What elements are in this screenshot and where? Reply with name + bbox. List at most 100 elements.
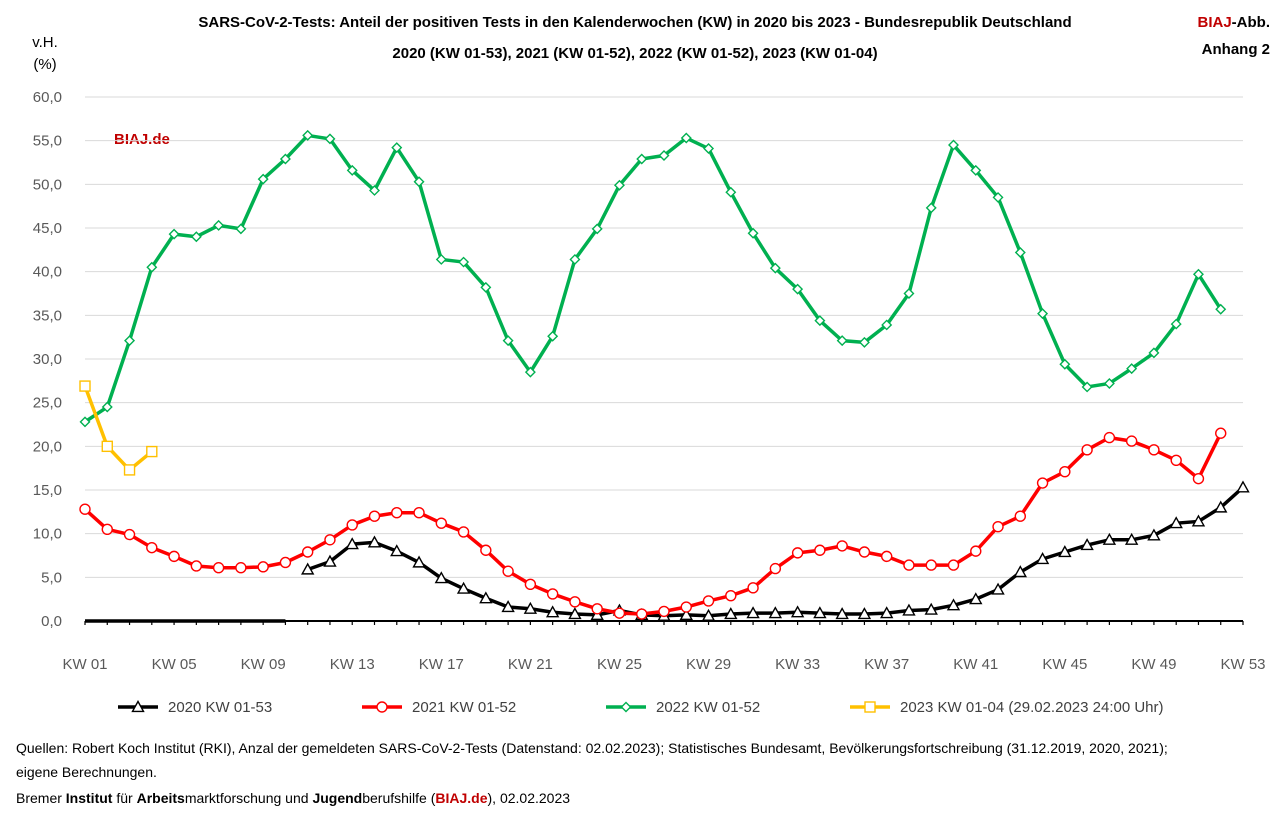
data-point [725,186,737,198]
data-point [970,164,982,176]
data-point [679,607,693,620]
data-point [79,503,91,515]
data-point [390,544,404,557]
data-point [412,555,426,568]
data-point [457,526,470,538]
data-point [680,132,692,144]
x-tick-label: KW 33 [775,656,820,673]
data-point [591,603,603,615]
x-tick-label: KW 17 [419,656,464,673]
data-point [703,143,715,155]
data-point [1059,358,1071,370]
data-point [212,562,225,574]
data-point [391,507,403,519]
data-point [235,223,247,235]
data-point [568,607,582,620]
data-point [190,560,203,572]
data-point [391,142,403,154]
legend-marker [864,701,876,713]
y-tick-label: 40,0 [33,264,62,281]
x-tick-label: KW 45 [1042,656,1087,673]
data-point [658,605,670,618]
data-point [1148,347,1160,359]
data-point [1103,431,1116,444]
data-point [1215,303,1227,315]
data-point [836,335,848,347]
y-tick-label: 5,0 [41,569,62,586]
data-point [947,559,960,571]
data-point [813,606,827,619]
data-point [858,546,871,558]
data-point [1035,552,1050,565]
data-point [1081,381,1093,393]
series-line-2021-kw-01-52 [83,432,1223,616]
x-tick-label: KW 41 [953,656,998,673]
data-point [235,562,247,574]
data-point [569,596,581,608]
data-point [1125,435,1138,447]
data-point [1080,538,1094,551]
y-tick-label: 35,0 [33,307,62,324]
y-unit-line2: (%) [33,56,57,73]
x-tick-label: KW 01 [62,656,107,673]
y-tick-label: 50,0 [33,176,62,193]
data-point [367,535,382,548]
y-tick-label: 30,0 [33,351,62,368]
chart-subtitle: 2020 (KW 01-53), 2021 (KW 01-52), 2022 (… [392,45,878,62]
watermark-biaj: BIAJ.de [114,131,170,148]
data-point [1014,510,1027,522]
data-point [324,534,336,546]
data-point [369,184,380,196]
credit-bold-1: Institut [65,790,113,806]
series-layer [79,129,1250,623]
data-point [814,315,826,327]
series-line-2022-kw-01-52 [84,133,1223,424]
data-point [368,510,381,522]
data-point [724,607,738,620]
data-point [1103,377,1115,389]
chart-title: SARS-CoV-2-Tests: Anteil der positiven T… [198,14,1072,31]
data-point [323,554,337,567]
data-point [523,601,538,614]
data-point [257,173,269,185]
data-point [1126,363,1138,375]
data-point [479,591,493,604]
series-line-2020-kw-01-53 [307,486,1245,618]
y-tick-label: 25,0 [33,395,62,412]
x-tick-label: KW 13 [330,656,375,673]
series-2020-kw-01-53 [85,480,1250,623]
credit-link[interactable]: BIAJ.de [435,790,488,806]
data-point [1215,427,1227,439]
figure-label: BIAJ-Abb. Anhang 2 [1197,9,1270,63]
data-point [279,556,292,569]
data-point [1124,532,1139,545]
grid-lines [85,96,1243,578]
data-point [1192,268,1204,280]
data-point [190,231,202,243]
data-point [747,582,759,594]
data-point [969,592,983,605]
data-point [1214,500,1228,513]
data-point [1014,246,1026,258]
data-point [903,288,915,299]
credit-text-1: Bremer [16,790,66,806]
data-point [880,606,894,619]
data-point [902,603,916,616]
data-point [970,545,982,557]
data-point [1192,472,1205,485]
data-point [948,139,959,151]
legend-label: 2020 KW 01-53 [168,699,272,716]
legend-label: 2023 KW 01-04 (29.02.2023 24:00 Uhr) [900,699,1164,716]
legend-item-2020-kw-01-53: 2020 KW 01-53 [118,699,272,716]
data-point [346,164,358,176]
data-point [79,380,91,392]
x-tick-label: KW 53 [1220,656,1265,673]
data-point [547,330,559,342]
data-point [1170,454,1182,467]
data-point [101,401,113,413]
credit-text-2: für [112,790,137,806]
y-tick-label: 55,0 [33,133,62,150]
data-point [636,608,648,620]
data-point [279,153,291,165]
data-point [324,133,336,145]
